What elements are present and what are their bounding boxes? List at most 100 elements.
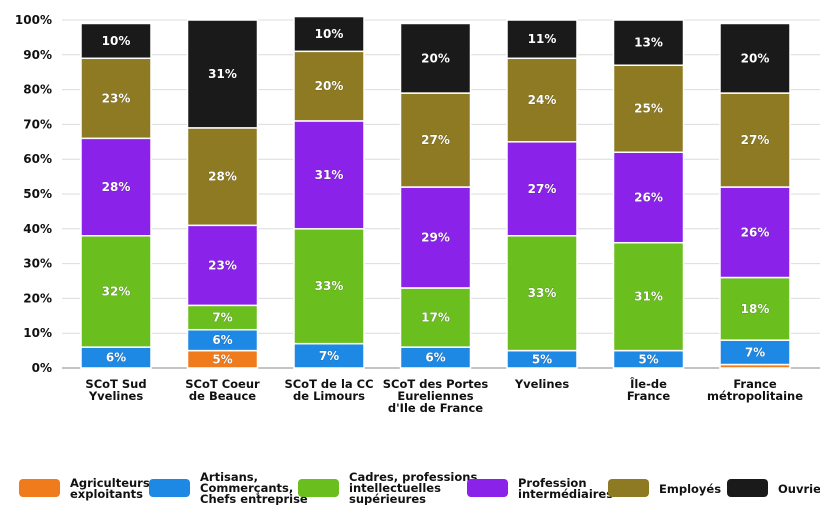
- legend-item-ouvriers: Ouvriers: [727, 470, 820, 497]
- y-tick-label: 0%: [32, 361, 52, 375]
- bar-segment: [80, 22, 152, 60]
- bar-segment: [80, 235, 152, 348]
- legend-label: Ouvriers: [778, 482, 820, 496]
- x-tick-label: de Beauce: [189, 389, 256, 403]
- data-label: 27%: [741, 133, 770, 147]
- legend-item-cadres: Cadres, professions intellectuelles supé…: [298, 470, 477, 505]
- data-label: 24%: [528, 93, 557, 107]
- data-label: 33%: [528, 286, 557, 300]
- chart-legend: Agriculteurs, exploitants Artisans, Comm…: [0, 470, 820, 505]
- data-label: 26%: [634, 190, 663, 204]
- data-label: 27%: [421, 133, 450, 147]
- data-label: 32%: [102, 284, 131, 298]
- x-tick-label: de Limours: [293, 389, 365, 403]
- x-tick-label: SCoT de la CC: [284, 377, 373, 391]
- legend-swatch: [149, 479, 190, 497]
- data-label: 6%: [212, 333, 232, 347]
- bar-segment: [506, 235, 578, 352]
- stacked-bar-chart: 0% 10% 20% 30% 40% 50% 60% 70% 80% 90% 100% 6% 32% 28…: [15, 13, 820, 415]
- data-label: 26%: [741, 225, 770, 239]
- data-label: 17%: [421, 311, 450, 325]
- legend-label: Artisans, Commerçants, Chefs entreprise: [200, 470, 308, 505]
- data-label: 11%: [528, 32, 557, 46]
- x-tick-label: SCoT des Portes: [383, 377, 489, 391]
- x-tick-label: France: [733, 377, 777, 391]
- legend-label: Agriculteurs, exploitants: [70, 476, 155, 501]
- data-label: 5%: [212, 352, 232, 366]
- bar-segment: [80, 57, 152, 140]
- data-label: 31%: [634, 290, 663, 304]
- data-label: 31%: [208, 67, 237, 81]
- bar-segment: [399, 92, 472, 188]
- x-tick-label: d'Ile de France: [388, 401, 483, 415]
- data-label: 5%: [532, 352, 552, 366]
- bar-segment: [612, 19, 685, 66]
- data-label: 23%: [102, 91, 131, 105]
- bar-segment: [293, 228, 365, 345]
- legend-label: Profession intermédiaires: [518, 476, 614, 501]
- data-label: 18%: [741, 302, 770, 316]
- x-tick-label: Yvelines: [88, 389, 143, 403]
- data-label: 23%: [208, 258, 237, 272]
- bar-segment: [719, 339, 791, 366]
- y-tick-label: 10%: [23, 326, 52, 340]
- data-label: 33%: [315, 279, 344, 293]
- bar-segment: [506, 19, 578, 60]
- data-label: 7%: [212, 311, 232, 325]
- x-tick-label: SCoT Sud: [85, 377, 146, 391]
- x-tick-label: SCoT Coeur: [185, 377, 260, 391]
- bar-segment: [506, 141, 578, 237]
- legend-swatch: [727, 479, 768, 497]
- data-label: 6%: [106, 351, 126, 365]
- legend-item-profession: Profession intermédiaires: [467, 470, 613, 500]
- bar-segment: [186, 224, 259, 307]
- data-label: 29%: [421, 231, 450, 245]
- y-tick-label: 40%: [23, 222, 52, 236]
- legend-swatch: [19, 479, 60, 497]
- x-tick-label: Yvelines: [514, 377, 569, 391]
- bar-segment: [293, 342, 365, 369]
- data-label: 27%: [528, 182, 557, 196]
- data-label: 25%: [634, 102, 663, 116]
- data-label: 10%: [102, 34, 131, 48]
- data-label: 6%: [425, 351, 445, 365]
- data-label: 31%: [315, 168, 344, 182]
- x-tick-label: Eureliennes: [397, 389, 473, 403]
- y-tick-label: 90%: [23, 48, 52, 62]
- data-label: 7%: [319, 349, 339, 363]
- data-label: 28%: [208, 170, 237, 184]
- legend-label: Employés: [659, 482, 722, 496]
- bar-segment: [719, 186, 791, 279]
- y-tick-label: 100%: [15, 13, 52, 27]
- legend-swatch: [467, 479, 508, 497]
- data-label: 10%: [315, 27, 344, 41]
- legend-item-artisans: Artisans, Commerçants, Chefs entreprise: [149, 470, 308, 505]
- bar-segment: [293, 15, 365, 53]
- bar-segment: [186, 304, 259, 331]
- data-label: 20%: [315, 79, 344, 93]
- legend-label: Cadres, professions intellectuelles supé…: [349, 470, 478, 505]
- legend-item-agriculteurs: Agriculteurs, exploitants: [19, 470, 154, 500]
- bar-segment: [719, 92, 791, 188]
- x-tick-label: métropolitaine: [707, 389, 803, 403]
- data-label: 5%: [638, 352, 658, 366]
- bar-segment: [293, 120, 365, 230]
- bar-segment: [293, 50, 365, 122]
- legend-swatch: [298, 479, 339, 497]
- data-label: 20%: [741, 51, 770, 65]
- bar-segment: [719, 22, 791, 94]
- x-tick-label: France: [627, 389, 671, 403]
- y-tick-label: 50%: [23, 187, 52, 201]
- y-tick-label: 30%: [23, 257, 52, 271]
- data-label: 13%: [634, 36, 663, 50]
- bar-segment: [399, 22, 472, 94]
- bar-segment: [399, 287, 472, 348]
- bar-segment: [612, 241, 685, 352]
- bar-segment: [506, 57, 578, 143]
- bar-segment: [186, 127, 259, 227]
- y-tick-label: 70%: [23, 117, 52, 131]
- legend-item-employes: Employés: [608, 470, 721, 497]
- y-tick-label: 20%: [23, 291, 52, 305]
- bar-segment: [80, 137, 152, 237]
- y-tick-label: 80%: [23, 83, 52, 97]
